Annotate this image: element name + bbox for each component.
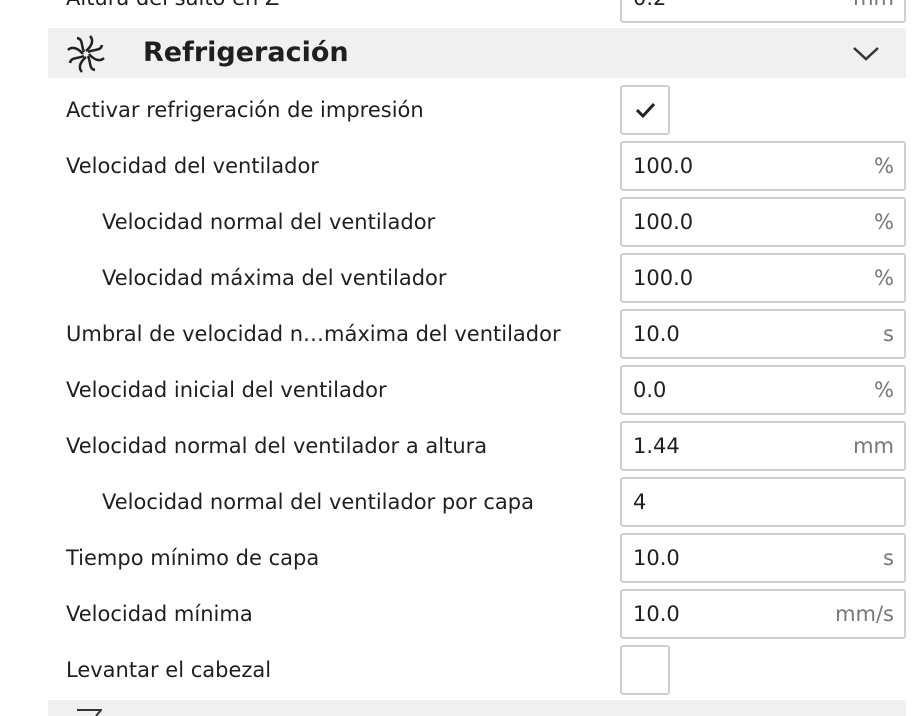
field-value: 4 xyxy=(633,490,647,514)
fan-icon xyxy=(67,35,105,73)
checkbox[interactable] xyxy=(620,85,670,135)
next-section-icon xyxy=(77,709,102,716)
text-field[interactable]: 0.2 mm xyxy=(620,0,906,23)
check-mark xyxy=(635,102,656,119)
field-value: 100.0 xyxy=(633,154,694,178)
text-field[interactable]: 1.44 mm xyxy=(620,421,906,471)
field-value: 100.0 xyxy=(633,210,694,234)
setting-label: Velocidad máxima del ventilador xyxy=(102,266,447,290)
field-value: 10.0 xyxy=(633,322,680,346)
text-field[interactable]: 10.0 mm/s xyxy=(620,589,906,639)
text-field[interactable]: 100.0% xyxy=(620,141,906,191)
setting-label: Activar refrigeración de impresión xyxy=(66,98,424,122)
field-value: 0.0 xyxy=(633,378,667,402)
text-field[interactable]: 0.0% xyxy=(620,365,906,415)
field-unit: mm/s xyxy=(835,602,894,626)
setting-label: Velocidad mínima xyxy=(66,602,253,626)
field-unit: % xyxy=(874,154,894,178)
section-header[interactable] xyxy=(48,28,906,78)
field-value: 10.0 xyxy=(633,602,680,626)
text-field[interactable]: 100.0% xyxy=(620,253,906,303)
field-unit: mm xyxy=(853,0,894,12)
setting-label: Velocidad inicial del ventilador xyxy=(66,378,387,402)
field-unit: s xyxy=(883,546,894,570)
text-field[interactable]: 10.0 s xyxy=(620,533,906,583)
field-value: 0.2 xyxy=(633,0,666,12)
field-value: 10.0 xyxy=(633,546,680,570)
field-unit: mm xyxy=(853,434,894,458)
setting-label: Velocidad normal del ventilador por capa xyxy=(102,490,534,514)
field-unit: % xyxy=(874,266,894,290)
collapse-chevron[interactable] xyxy=(852,42,880,64)
field-unit: % xyxy=(874,378,894,402)
setting-label: Tiempo mínimo de capa xyxy=(66,546,320,570)
section-title: Refrigeración xyxy=(143,37,349,68)
setting-label: Umbral de velocidad n…máxima del ventila… xyxy=(66,322,561,346)
setting-label: Levantar el cabezal xyxy=(66,658,272,682)
field-unit: s xyxy=(883,322,894,346)
setting-label: Velocidad normal del ventilador a altura xyxy=(66,434,488,458)
text-field[interactable]: 100.0% xyxy=(620,197,906,247)
field-value: 100.0 xyxy=(633,266,694,290)
checkbox[interactable] xyxy=(620,645,670,695)
setting-label: Velocidad del ventilador xyxy=(66,154,319,178)
field-value: 1.44 xyxy=(633,434,680,458)
next-section-header[interactable] xyxy=(48,700,906,716)
setting-label: Altura del salto en Z xyxy=(66,0,279,12)
text-field[interactable]: 10.0 s xyxy=(620,309,906,359)
text-field[interactable]: 4 xyxy=(620,477,906,527)
field-unit: % xyxy=(874,210,894,234)
setting-label: Velocidad normal del ventilador xyxy=(102,210,436,234)
